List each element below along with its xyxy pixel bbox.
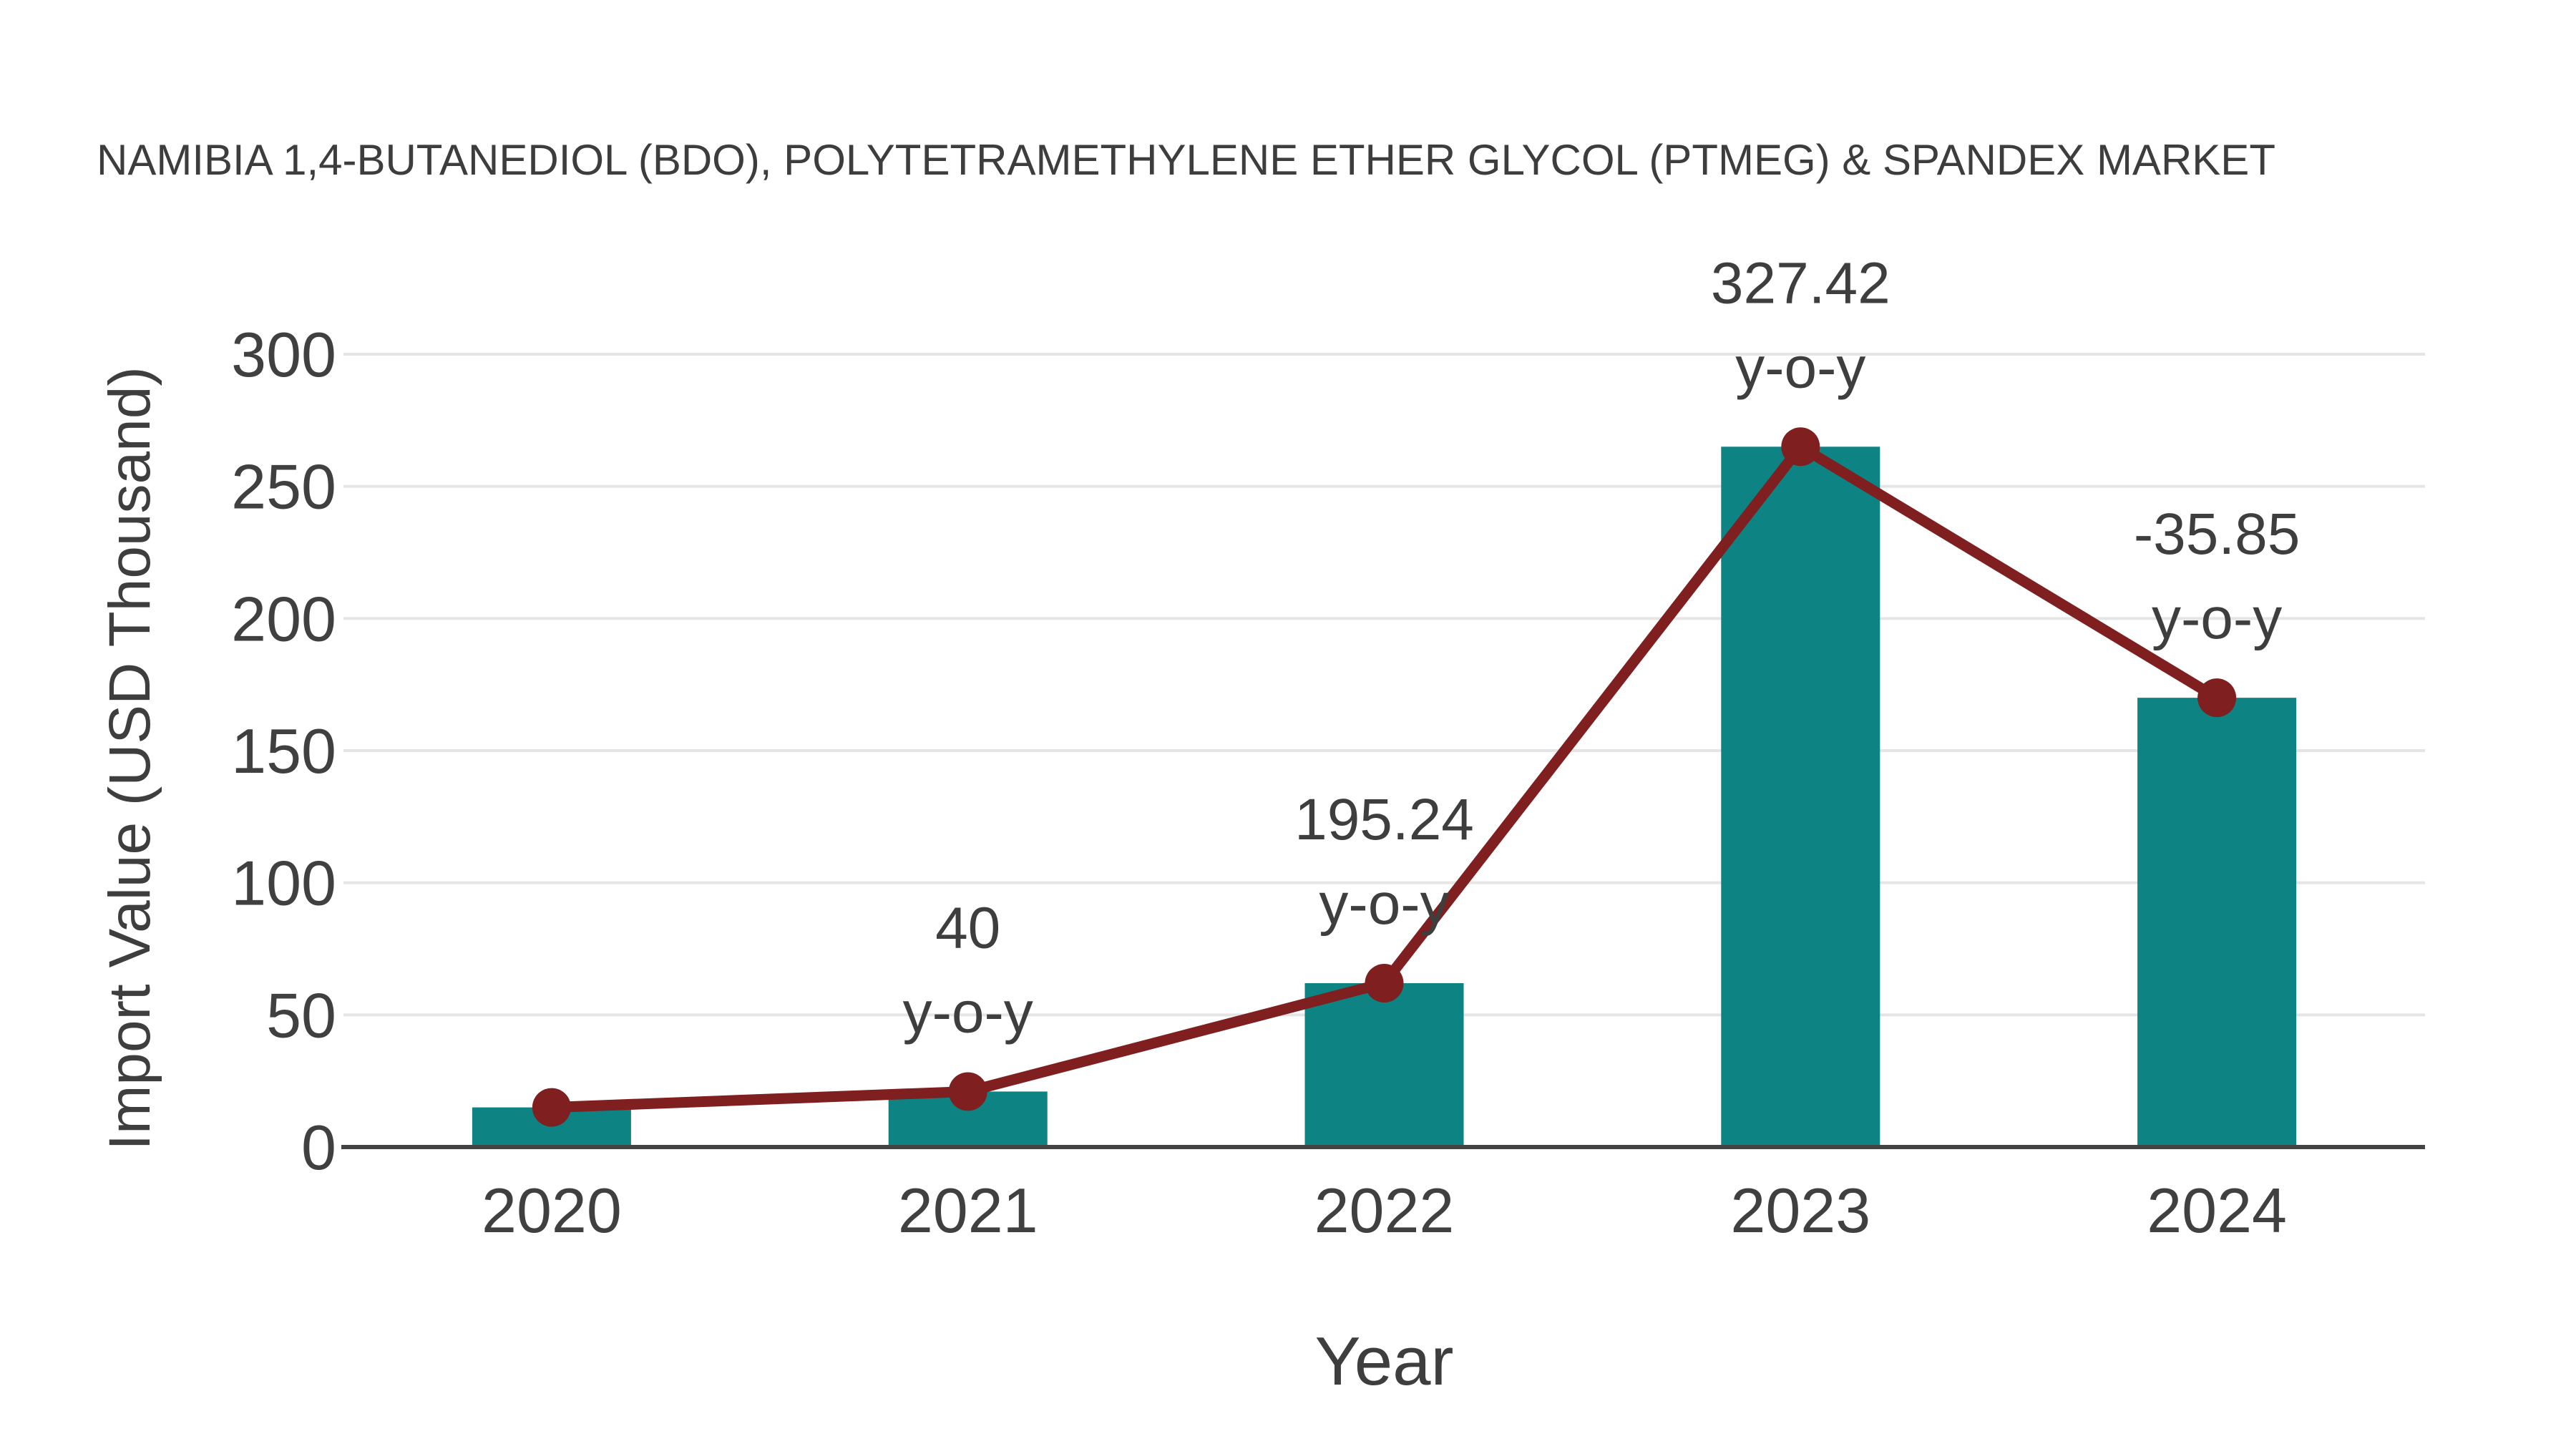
marker-2024: [2197, 678, 2237, 718]
annotation-value-2022: 195.24: [1294, 787, 1474, 852]
y-axis-title: Import Value (USD Thousand): [97, 366, 162, 1151]
chart-title: NAMIBIA 1,4-BUTANEDIOL (BDO), POLYTETRAM…: [97, 136, 2275, 184]
annotation-value-2023: 327.42: [1711, 250, 1890, 316]
y-tick-label: 250: [231, 452, 336, 522]
bar-2024: [2137, 698, 2297, 1147]
x-tick-label: 2020: [482, 1175, 622, 1246]
bar-2022: [1304, 983, 1464, 1147]
annotation-yoy-2021: y-o-y: [903, 980, 1033, 1045]
y-tick-label: 300: [231, 319, 336, 390]
x-tick-label: 2021: [898, 1175, 1038, 1246]
annotation-yoy-2024: y-o-y: [2152, 586, 2282, 651]
y-tick-label: 150: [231, 716, 336, 786]
annotation-value-2024: -35.85: [2134, 502, 2301, 567]
x-tick-label: 2024: [2147, 1175, 2287, 1246]
annotation-value-2021: 40: [935, 895, 1000, 960]
marker-2020: [532, 1088, 571, 1127]
y-tick-label: 200: [231, 583, 336, 654]
bar-2023: [1721, 447, 1880, 1147]
marker-2021: [948, 1072, 987, 1111]
y-tick-label: 50: [266, 980, 336, 1050]
x-axis-title: Year: [1314, 1323, 1454, 1400]
annotation-yoy-2022: y-o-y: [1319, 872, 1449, 937]
x-tick-label: 2022: [1314, 1175, 1455, 1246]
annotation-yoy-2023: y-o-y: [1735, 335, 1865, 400]
x-tick-label: 2023: [1730, 1175, 1870, 1246]
y-tick-label: 0: [301, 1112, 336, 1183]
y-tick-label: 100: [231, 848, 336, 919]
marker-2023: [1781, 427, 1820, 467]
marker-2022: [1365, 964, 1404, 1003]
